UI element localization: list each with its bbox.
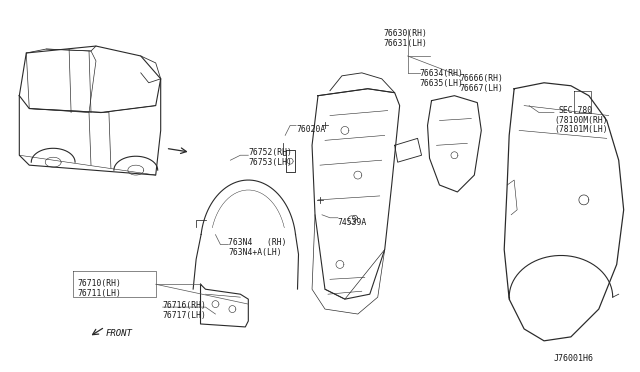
Text: 76752(RH): 76752(RH) [248,148,292,157]
Text: 76631(LH): 76631(LH) [384,39,428,48]
Text: 76711(LH): 76711(LH) [77,289,121,298]
Text: (78100M(RH): (78100M(RH) [554,116,607,125]
Text: J76001H6: J76001H6 [554,354,594,363]
Text: 76635(LH): 76635(LH) [420,79,463,88]
Text: 76753(LH): 76753(LH) [248,158,292,167]
Text: 76020A: 76020A [296,125,325,134]
Text: FRONT: FRONT [106,329,133,338]
Text: 76630(RH): 76630(RH) [384,29,428,38]
Text: (78101M(LH): (78101M(LH) [554,125,607,134]
Text: 76666(RH): 76666(RH) [460,74,503,83]
Text: 76667(LH): 76667(LH) [460,84,503,93]
Text: 76634(RH): 76634(RH) [420,69,463,78]
Text: SEC.780: SEC.780 [559,106,593,115]
Text: 76717(LH): 76717(LH) [163,311,207,320]
Text: 76710(RH): 76710(RH) [77,279,121,288]
Text: 76716(RH): 76716(RH) [163,301,207,310]
Text: 74539A: 74539A [338,218,367,227]
Text: 763N4+A(LH): 763N4+A(LH) [228,247,282,257]
Text: 763N4   (RH): 763N4 (RH) [228,238,287,247]
